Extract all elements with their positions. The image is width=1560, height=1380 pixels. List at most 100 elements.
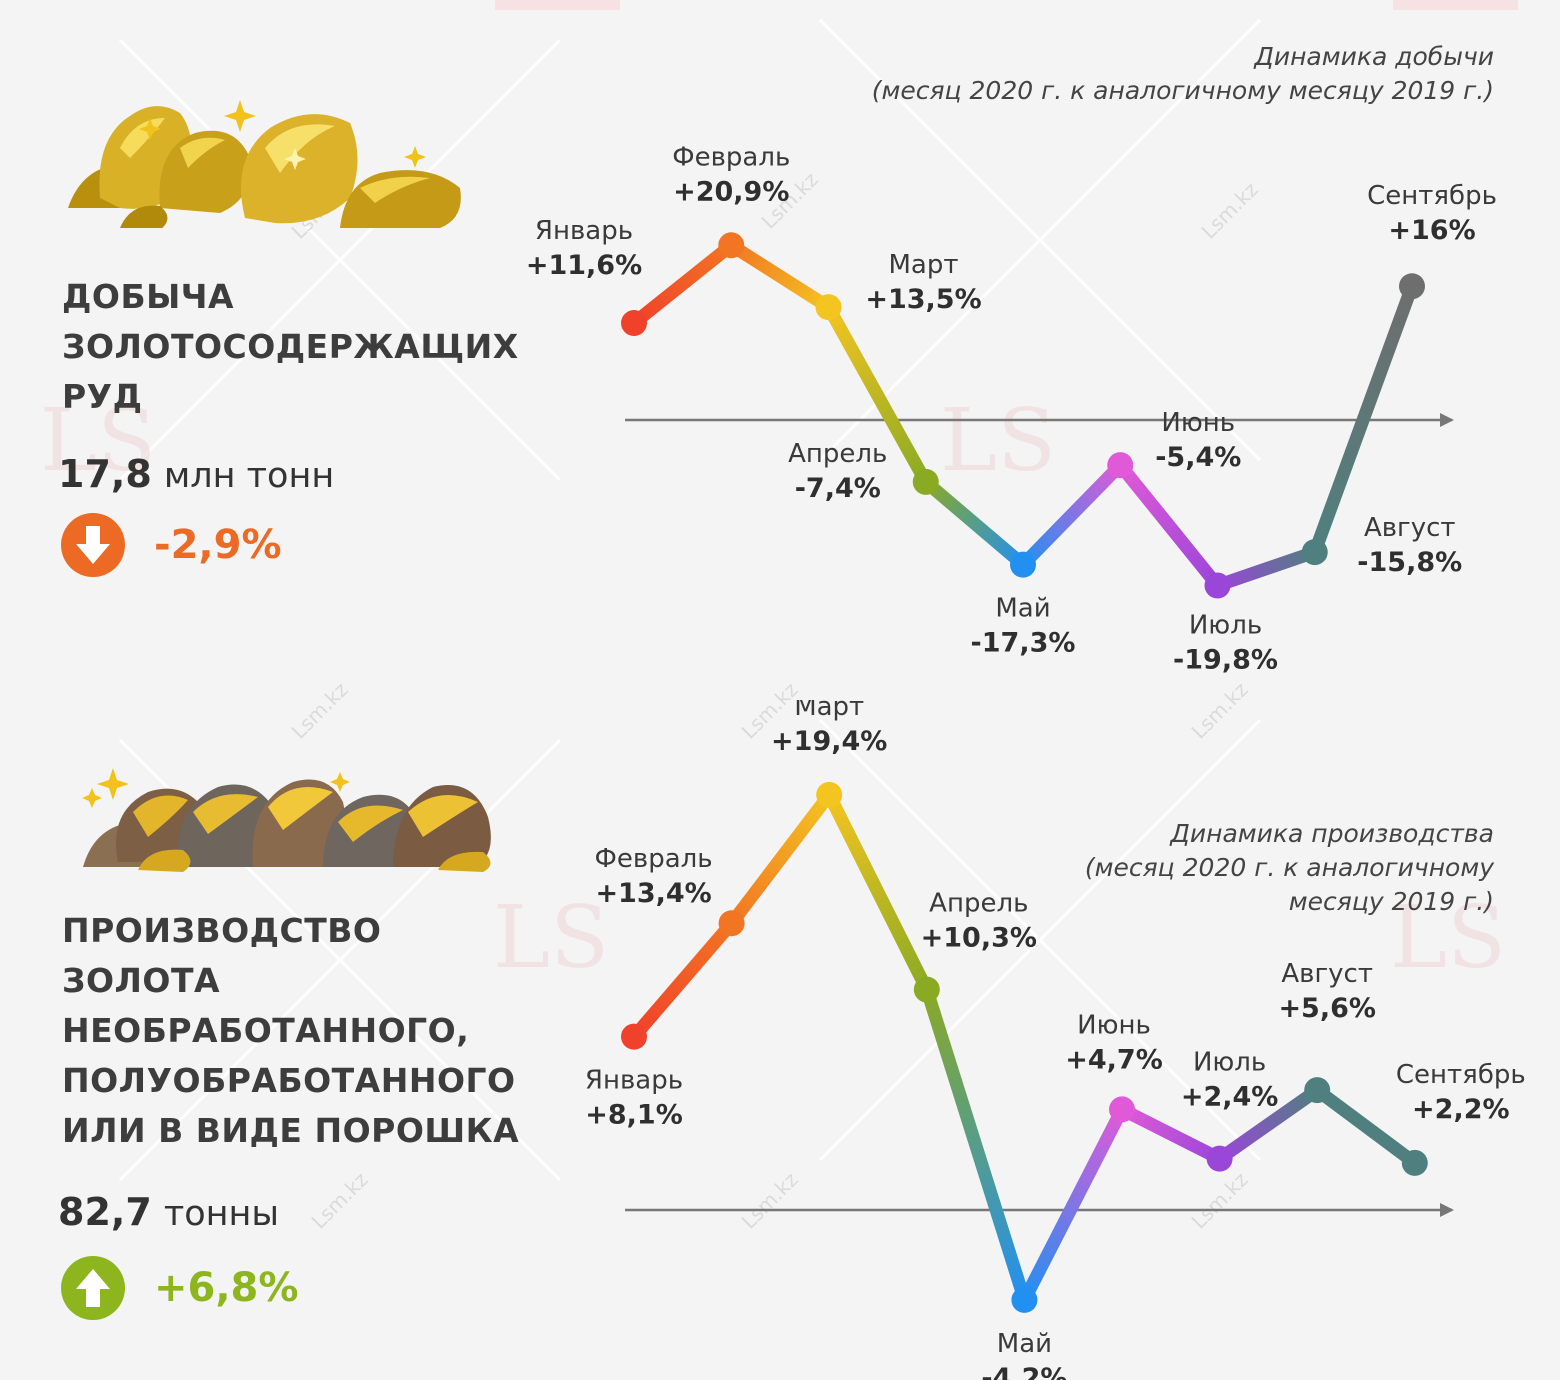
ore-series-segment: [1016, 458, 1127, 572]
ore-chart-subtitle: Динамика добычи (месяц 2020 г. к аналоги…: [872, 40, 1494, 108]
ore-series-segment: [822, 300, 933, 489]
gold-series-segment: [1310, 1083, 1422, 1170]
ore-month-label: Июнь: [1161, 408, 1235, 438]
ore-value-label: -5,4%: [1155, 442, 1241, 473]
ore-month-label: Май: [995, 594, 1050, 624]
ore-point-1: [621, 310, 647, 337]
ore-series-segment: [627, 238, 738, 330]
gold-ore-rocks-icon: [82, 768, 491, 872]
gold-line-chart: Январь +8,1% Февраль +13,4% Март +19,4% Апрель…: [585, 700, 1526, 1380]
ore-title: ДОБЫЧА ЗОЛОТОСОДЕРЖАЩИХ РУД: [62, 272, 519, 422]
gold-change: +6,8%: [60, 1255, 298, 1321]
ore-point-4: [912, 468, 939, 495]
watermark-logo: LS: [493, 888, 609, 988]
gold-title-line: ЗОЛОТА: [62, 961, 221, 1000]
ore-chart-caption: (месяц 2020 г. к аналогичному месяцу 201…: [871, 76, 1494, 105]
gold-title-line: НЕОБРАБОТАННОГО,: [62, 1011, 470, 1050]
gold-series-segment: [1017, 1102, 1129, 1307]
ore-month-label: Апрель: [788, 439, 887, 469]
ore-title-line: ЗОЛОТОСОДЕРЖАЩИХ: [62, 327, 519, 366]
ore-series-segment: [1211, 545, 1322, 593]
gold-chart-subtitle: Динамика производства (месяц 2020 г. к а…: [1085, 817, 1494, 919]
gold-month-label: Апрель: [929, 889, 1028, 919]
watermark-logo: LS: [1390, 888, 1506, 988]
ore-chart-title: Динамика добычи: [1254, 42, 1494, 71]
ore-change: -2,9%: [60, 512, 282, 578]
gold-change-value: +6,8%: [154, 1265, 299, 1311]
gold-chart-title: Динамика производства: [1170, 819, 1494, 848]
gold-value-label: +2,4%: [1181, 1082, 1279, 1113]
gold-month-label: Июль: [1193, 1048, 1266, 1078]
gold-series-segment: [1213, 1083, 1324, 1166]
gold-series-segment: [1115, 1102, 1227, 1166]
ore-title-line: ДОБЫЧА: [62, 277, 234, 316]
ore-value-label: +16%: [1388, 215, 1475, 246]
gold-title-line: ПРОИЗВОДСТВО: [62, 911, 382, 950]
gold-value-label: -4,2%: [981, 1363, 1067, 1380]
gold-value-label: +19,4%: [771, 726, 887, 757]
ore-value-label: +13,5%: [865, 284, 981, 315]
ore-title-line: РУД: [62, 377, 143, 416]
ore-value-label: -7,4%: [795, 473, 881, 504]
ore-total: 17,8 млн тонн: [58, 452, 334, 496]
ore-series-segment: [724, 238, 835, 314]
gold-point-4: [913, 976, 940, 1003]
gold-title: ПРОИЗВОДСТВО ЗОЛОТА НЕОБРАБОТАННОГО, ПОЛ…: [62, 906, 519, 1156]
ore-extraction-panel: ДОБЫЧА ЗОЛОТОСОДЕРЖАЩИХ РУД 17,8 млн тон…: [58, 40, 1497, 676]
gold-point-9: [1401, 1149, 1428, 1176]
gold-point-5: [1011, 1286, 1038, 1313]
gold-month-label: Май: [997, 1329, 1052, 1359]
gold-chart-caption: (месяц 2020 г. к аналогичному: [1084, 853, 1494, 882]
ore-total-unit: млн тонн: [163, 456, 335, 496]
gold-value-label: +8,1%: [585, 1100, 683, 1131]
gold-point-8: [1304, 1077, 1331, 1104]
ore-value-label: +20,9%: [673, 176, 789, 207]
ore-series-segment: [1308, 279, 1419, 559]
gold-value-label: +10,3%: [921, 923, 1037, 954]
gold-month-label: Сентябрь: [1396, 1060, 1526, 1090]
gold-point-2: [718, 910, 745, 937]
ore-month-label: Февраль: [672, 142, 790, 172]
gold-value-label: +4,7%: [1065, 1044, 1163, 1075]
ore-value-label: -17,3%: [971, 628, 1076, 659]
gold-month-label: Март: [794, 700, 864, 722]
ore-value-label: +11,6%: [526, 250, 642, 281]
gold-value-label: +5,6%: [1278, 993, 1376, 1024]
ore-month-label: Август: [1364, 513, 1456, 543]
ore-line-chart: Январь +11,6% Февраль +20,9% Март +13,5% Апрел…: [526, 142, 1497, 675]
ore-point-5: [1010, 551, 1036, 578]
ore-point-9: [1399, 273, 1425, 300]
gold-nuggets-icon: [68, 100, 461, 228]
ore-point-6: [1107, 452, 1134, 479]
ore-month-label: Июль: [1189, 611, 1262, 641]
gold-series-segment: [920, 983, 1031, 1307]
ore-value-label: -15,8%: [1357, 547, 1462, 578]
arrow-up-icon: [61, 1256, 125, 1320]
gold-total: 82,7 тонны: [58, 1190, 279, 1234]
ore-point-3: [815, 294, 842, 321]
gold-month-label: Январь: [585, 1066, 683, 1096]
gold-series-segment: [822, 788, 934, 997]
gold-value-label: +13,4%: [595, 878, 711, 909]
gold-title-line: ИЛИ В ВИДЕ ПОРОШКА: [62, 1111, 520, 1150]
gold-total-value: 82,7: [58, 1190, 152, 1234]
ore-point-2: [718, 232, 745, 259]
arrow-down-icon: [61, 513, 125, 577]
gold-point-7: [1206, 1145, 1233, 1172]
ore-month-label: Январь: [535, 216, 633, 246]
gold-point-3: [816, 781, 843, 808]
watermark-logo: LS: [40, 391, 156, 491]
ore-series-segment: [919, 475, 1030, 572]
gold-point-1: [621, 1023, 647, 1050]
gold-production-panel: ПРОИЗВОДСТВО ЗОЛОТА НЕОБРАБОТАННОГО, ПОЛ…: [0, 700, 1560, 1380]
gold-total-unit: тонны: [163, 1194, 280, 1234]
ore-point-7: [1204, 572, 1231, 599]
gold-point-6: [1109, 1096, 1135, 1123]
gold-month-label: Август: [1281, 959, 1373, 989]
watermark-logo: LS: [940, 391, 1056, 491]
gold-value-label: +2,2%: [1412, 1094, 1510, 1125]
ore-total-value: 17,8: [58, 452, 152, 496]
gold-chart-caption: месяцу 2019 г.): [1288, 887, 1494, 916]
ore-change-value: -2,9%: [154, 522, 282, 568]
